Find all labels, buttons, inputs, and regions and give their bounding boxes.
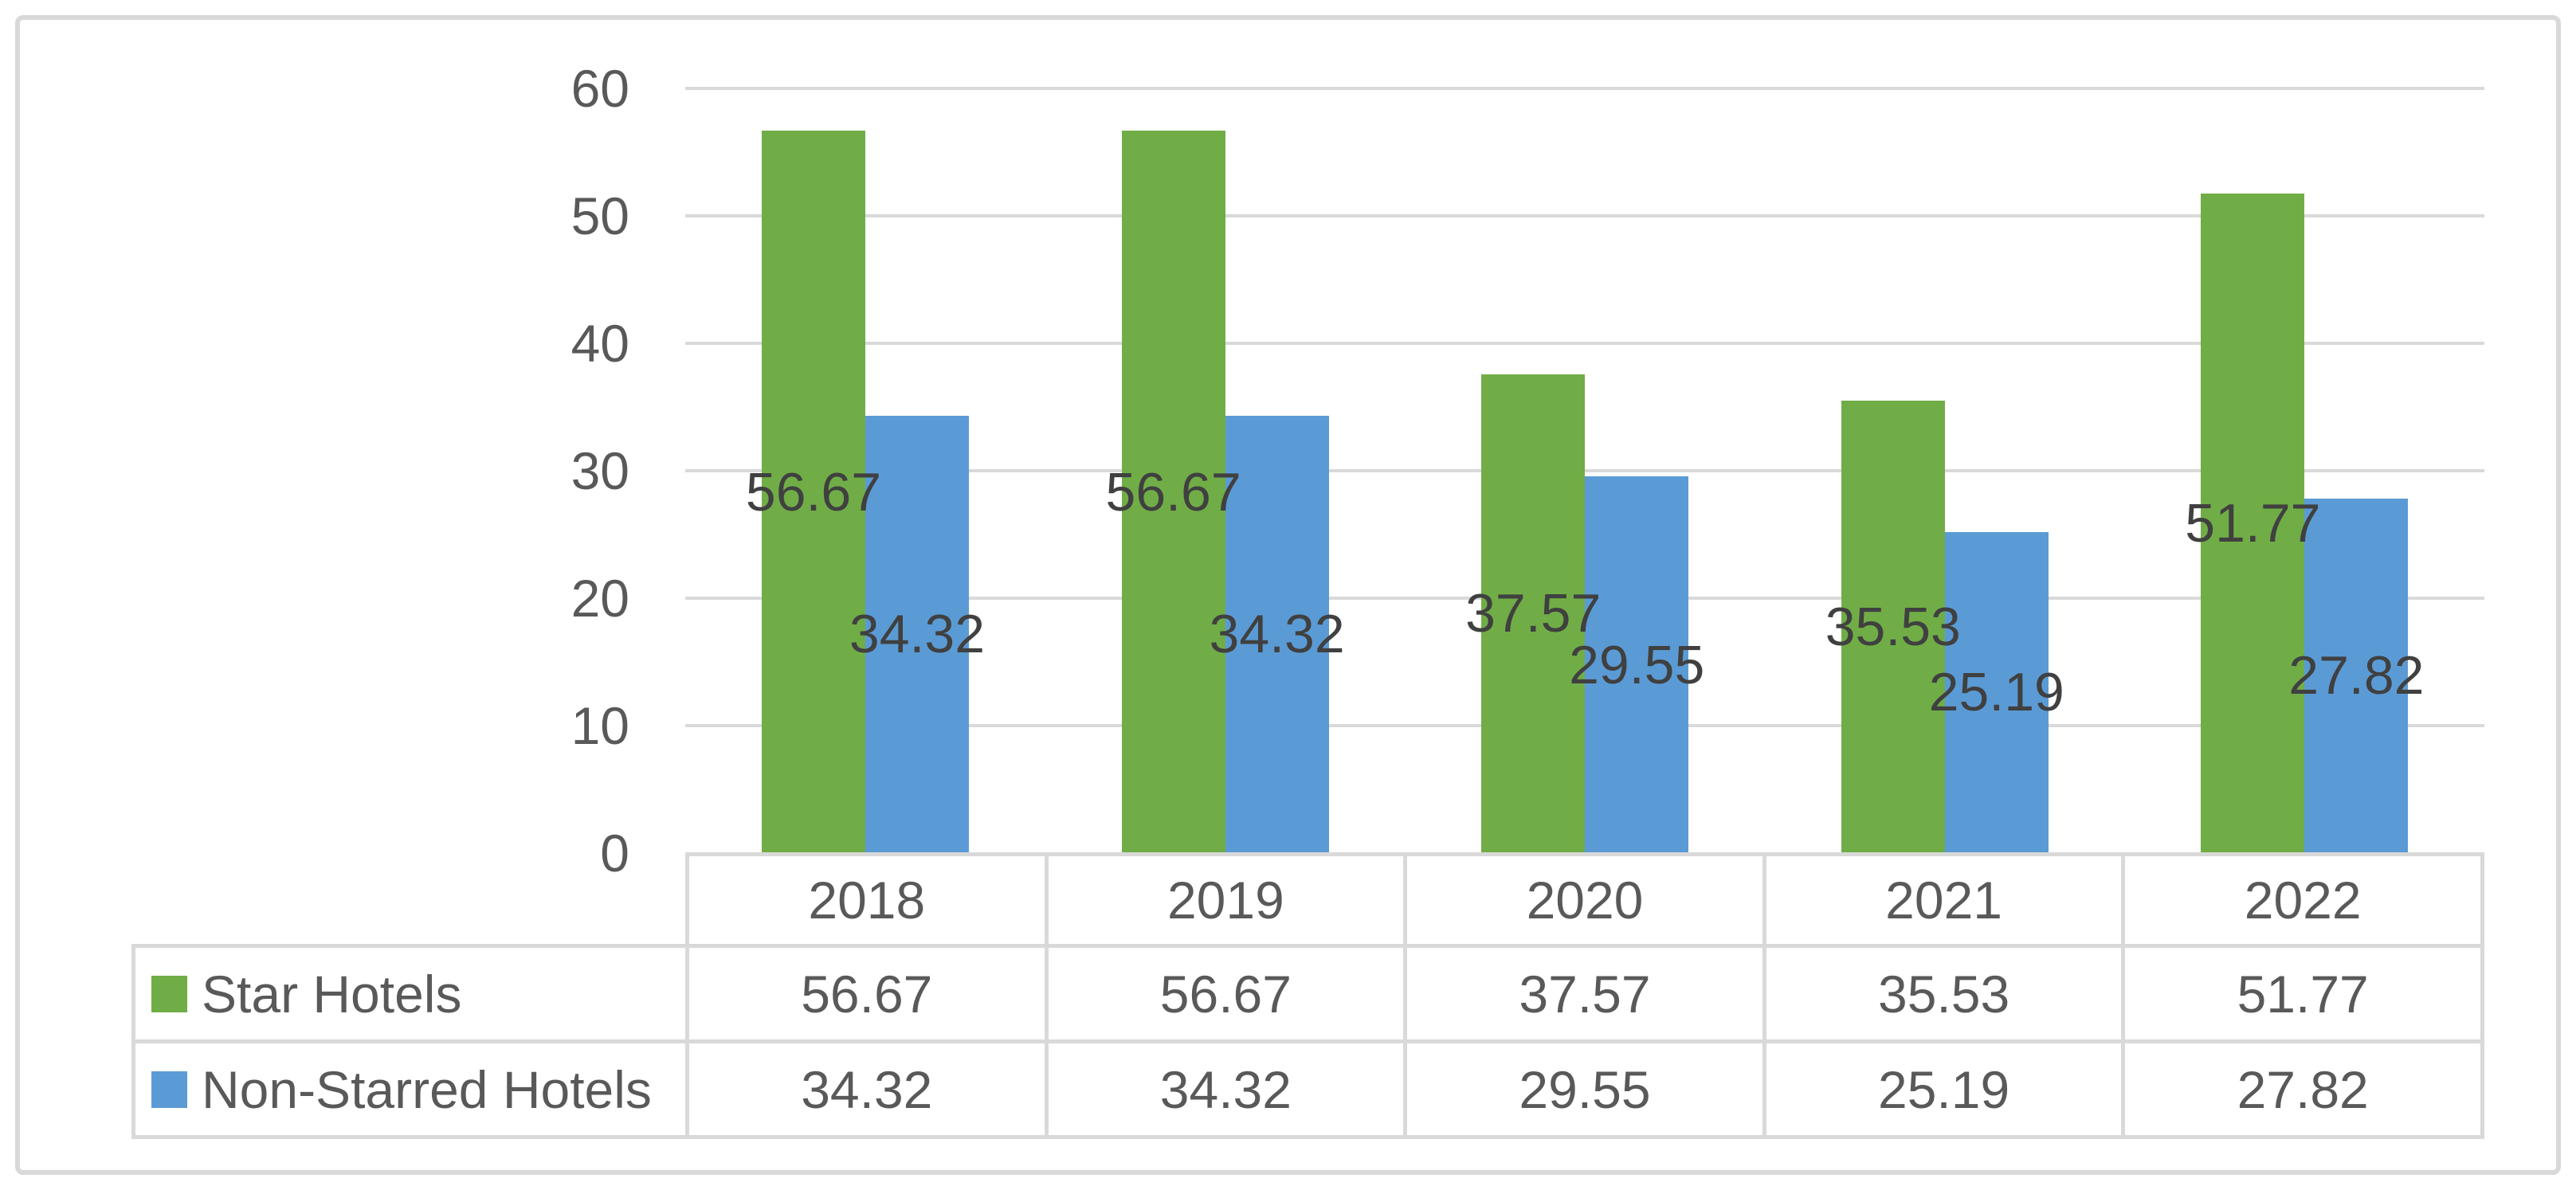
bar-non-starred-hotels-2020[interactable]	[1585, 476, 1689, 853]
gridline	[685, 87, 2484, 90]
gridline	[685, 214, 2484, 217]
y-axis-tick-label: 50	[570, 186, 629, 245]
data-label-non-starred-hotels-2020: 29.55	[1569, 634, 1705, 695]
legend-key-icon-non-starred-hotels	[151, 1071, 187, 1108]
y-axis-tick-label: 10	[570, 696, 629, 755]
table-value-cell: 34.32	[689, 1043, 1049, 1135]
gridline	[685, 342, 2484, 345]
bar-non-starred-hotels-2019[interactable]	[1225, 415, 1329, 853]
table-row-header-star-hotels: Star Hotels	[135, 948, 689, 1039]
y-axis-tick-label: 30	[570, 441, 629, 500]
data-label-non-starred-hotels-2022: 27.82	[2288, 645, 2425, 707]
series-name-label: Non-Starred Hotels	[202, 1059, 652, 1119]
data-label-star-hotels-2018: 56.67	[745, 461, 882, 523]
table-header-cell-2018: 2018	[689, 856, 1049, 944]
y-axis-tick-label: 60	[570, 59, 629, 118]
table-value-cell: 34.32	[1049, 1043, 1408, 1135]
bar-non-starred-hotels-2021[interactable]	[1944, 531, 2049, 853]
table-value-cell: 37.57	[1407, 948, 1766, 1039]
bar-non-starred-hotels-2018[interactable]	[865, 415, 969, 853]
data-label-non-starred-hotels-2018: 34.32	[849, 604, 986, 665]
table-header-cell-2022: 2022	[2244, 871, 2362, 930]
bar-star-hotels-2021[interactable]	[1841, 400, 1945, 853]
legend-key-icon-star-hotels	[151, 975, 187, 1012]
table-value-cell: 51.77	[2237, 964, 2369, 1024]
table-value-cell: 56.67	[689, 948, 1049, 1039]
series-name-label: Star Hotels	[202, 964, 462, 1024]
data-table-body: Star Hotels 56.67 56.67 37.57 35.53 51.77 Non-…	[131, 944, 2484, 1139]
table-value-cell: 35.53	[1766, 948, 2126, 1039]
table-value-cell: 25.19	[1766, 1043, 2126, 1135]
bar-star-hotels-2019[interactable]	[1121, 131, 1225, 853]
y-axis-tick-label: 20	[570, 569, 629, 628]
bar-star-hotels-2018[interactable]	[762, 131, 865, 853]
table-value-cell: 27.82	[2237, 1059, 2369, 1119]
y-axis-tick-label: 40	[570, 314, 629, 373]
bar-star-hotels-2022[interactable]	[2201, 193, 2305, 853]
table-row-star-hotels: Star Hotels 56.67 56.67 37.57 35.53 51.77	[135, 948, 2480, 1043]
y-axis-tick-label: 0	[600, 824, 629, 883]
table-header-cell-2020: 2020	[1407, 856, 1766, 944]
table-header-cell-2019: 2019	[1049, 856, 1408, 944]
table-row-header-non-starred-hotels: Non-Starred Hotels	[135, 1043, 689, 1135]
data-label-non-starred-hotels-2021: 25.19	[1928, 662, 2064, 723]
bar-non-starred-hotels-2022[interactable]	[2304, 498, 2409, 853]
table-value-cell: 29.55	[1407, 1043, 1766, 1135]
table-header-cell-2021: 2021	[1766, 856, 2126, 944]
data-label-star-hotels-2022: 51.77	[2185, 492, 2321, 554]
table-value-cell: 56.67	[1049, 948, 1408, 1039]
data-label-star-hotels-2019: 56.67	[1105, 461, 1241, 523]
data-label-star-hotels-2020: 37.57	[1465, 583, 1602, 644]
data-label-non-starred-hotels-2019: 34.32	[1209, 604, 1345, 665]
data-table-header-row: 2018 2019 2020 2021 2022	[685, 852, 2484, 948]
bar-star-hotels-2020[interactable]	[1481, 374, 1586, 853]
data-label-star-hotels-2021: 35.53	[1825, 596, 1961, 657]
table-row-non-starred-hotels: Non-Starred Hotels 34.32 34.32 29.55 25.19 27…	[135, 1043, 2480, 1135]
